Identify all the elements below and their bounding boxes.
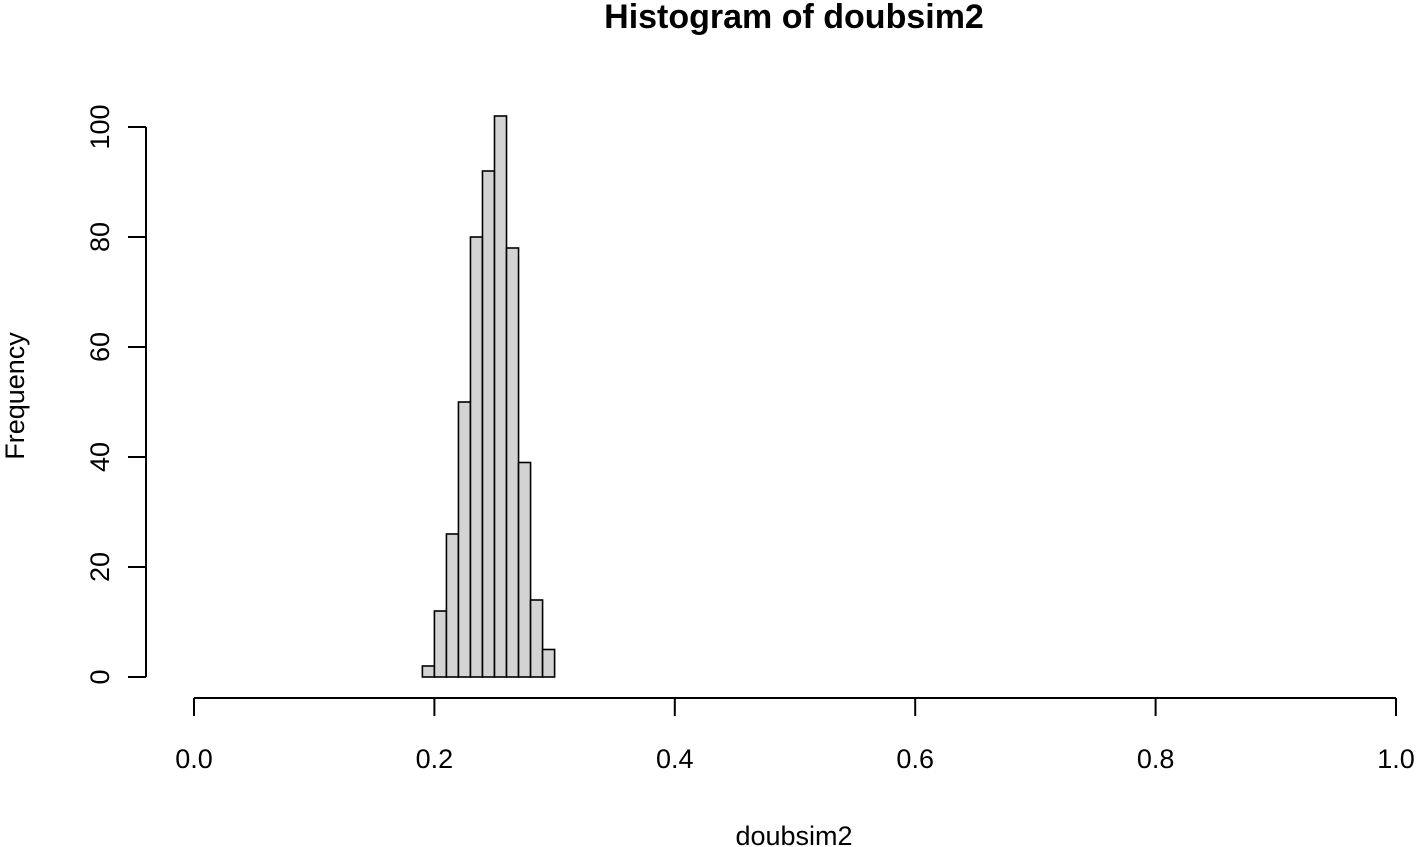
histogram-bar xyxy=(529,599,544,678)
x-tick-label: 1.0 xyxy=(1377,744,1415,774)
y-tick-label: 100 xyxy=(85,104,115,149)
histogram-bar xyxy=(421,665,436,678)
x-tick-label: 0.2 xyxy=(416,744,454,774)
histogram-bar xyxy=(433,610,448,678)
x-axis: 0.0 0.2 0.4 0.6 0.8 1.0 xyxy=(175,697,1415,774)
histogram-bar xyxy=(493,115,508,678)
histogram-bar xyxy=(457,401,472,678)
y-tick-label: 60 xyxy=(85,332,115,362)
histogram-bar xyxy=(517,461,532,678)
y-axis-label: Frequency xyxy=(0,332,30,460)
histogram-bar xyxy=(541,648,556,678)
histogram-bars xyxy=(421,115,556,678)
histogram-bar xyxy=(505,247,520,678)
y-axis: 0 20 40 60 80 100 xyxy=(85,104,147,685)
histogram-bar xyxy=(481,170,496,678)
chart-title: Histogram of doubsim2 xyxy=(604,0,984,36)
y-tick-label: 80 xyxy=(85,222,115,252)
x-tick-label: 0.4 xyxy=(656,744,694,774)
x-axis-label: doubsim2 xyxy=(735,821,852,847)
y-tick-label: 0 xyxy=(85,669,115,684)
histogram-bar xyxy=(445,533,460,678)
histogram-bar xyxy=(469,236,484,678)
x-tick-label: 0.8 xyxy=(1137,744,1175,774)
y-tick-label: 20 xyxy=(85,552,115,582)
y-tick-label: 40 xyxy=(85,442,115,472)
x-tick-label: 0.0 xyxy=(175,744,213,774)
x-tick-label: 0.6 xyxy=(896,744,934,774)
